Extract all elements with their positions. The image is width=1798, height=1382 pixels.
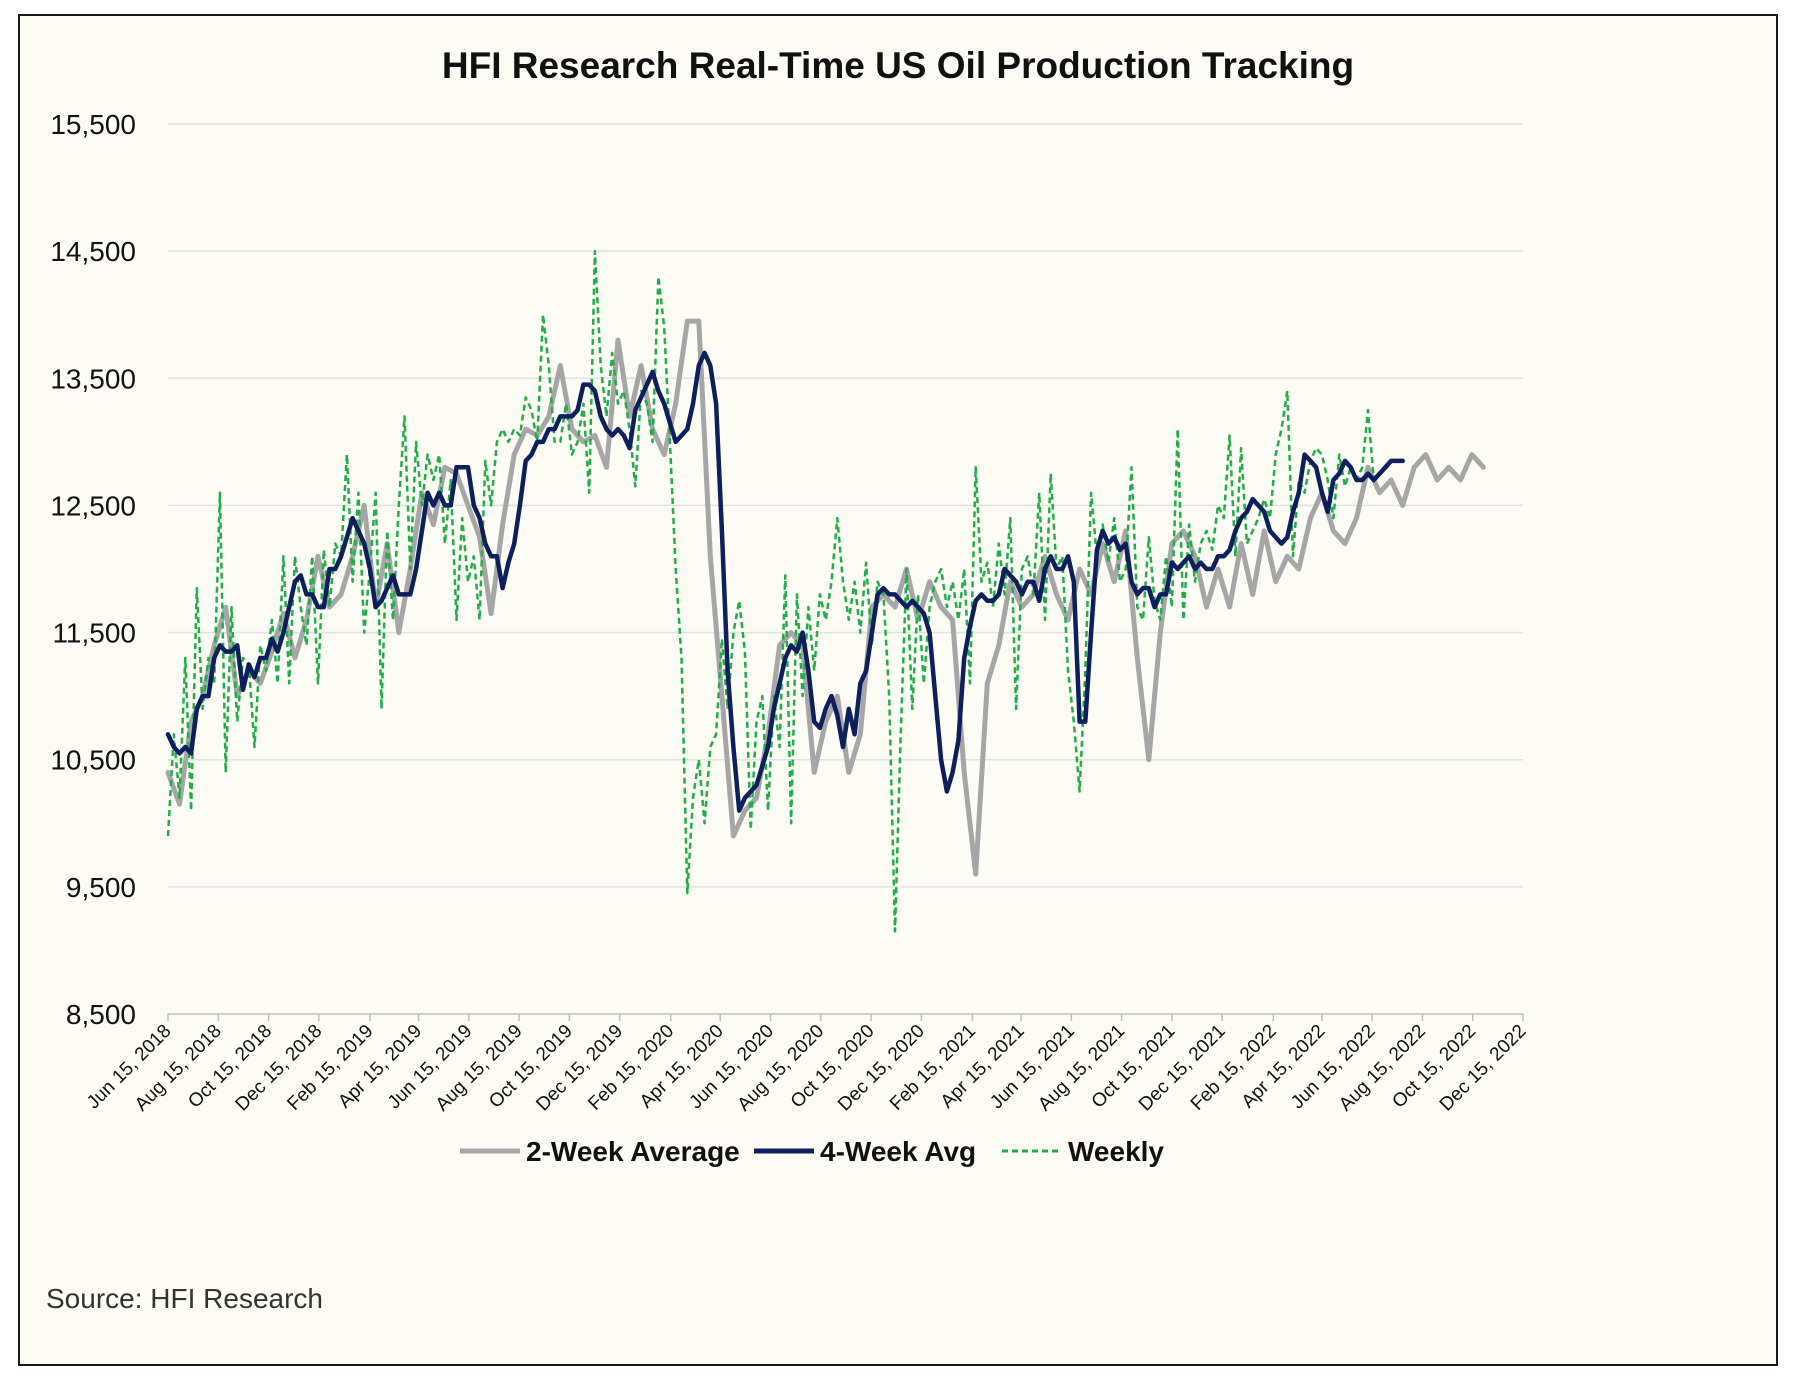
legend-label: 2-Week Average <box>526 1136 740 1167</box>
y-tick-label: 15,500 <box>50 109 136 140</box>
y-tick-label: 11,500 <box>52 618 136 649</box>
series-line-weekly <box>166 249 1376 933</box>
y-axis: 8,500 9,500 10,500 11,500 12,500 13,500 14,500… <box>50 109 136 1030</box>
legend-label: Weekly <box>1068 1136 1164 1167</box>
chart-title: HFI Research Real-Time US Oil Production… <box>442 45 1354 86</box>
y-tick-label: 14,500 <box>50 236 136 267</box>
chart-frame: HFI Research Real-Time US Oil Production… <box>18 14 1778 1366</box>
series-line-4-week-avg <box>165 350 1405 813</box>
source-note: Source: HFI Research <box>46 1283 323 1314</box>
y-tick-label: 8,500 <box>66 999 136 1030</box>
legend: 2-Week Average 4-Week Avg Weekly <box>460 1136 1164 1167</box>
chart-canvas: HFI Research Real-Time US Oil Production… <box>46 45 1531 1314</box>
y-tick-label: 13,500 <box>50 363 136 394</box>
y-tick-label: 9,500 <box>66 872 136 903</box>
gridlines <box>168 123 1523 888</box>
series-group <box>165 249 1486 933</box>
y-tick-label: 12,500 <box>50 490 136 521</box>
y-tick-label: 10,500 <box>50 745 136 776</box>
legend-label: 4-Week Avg <box>820 1136 976 1167</box>
